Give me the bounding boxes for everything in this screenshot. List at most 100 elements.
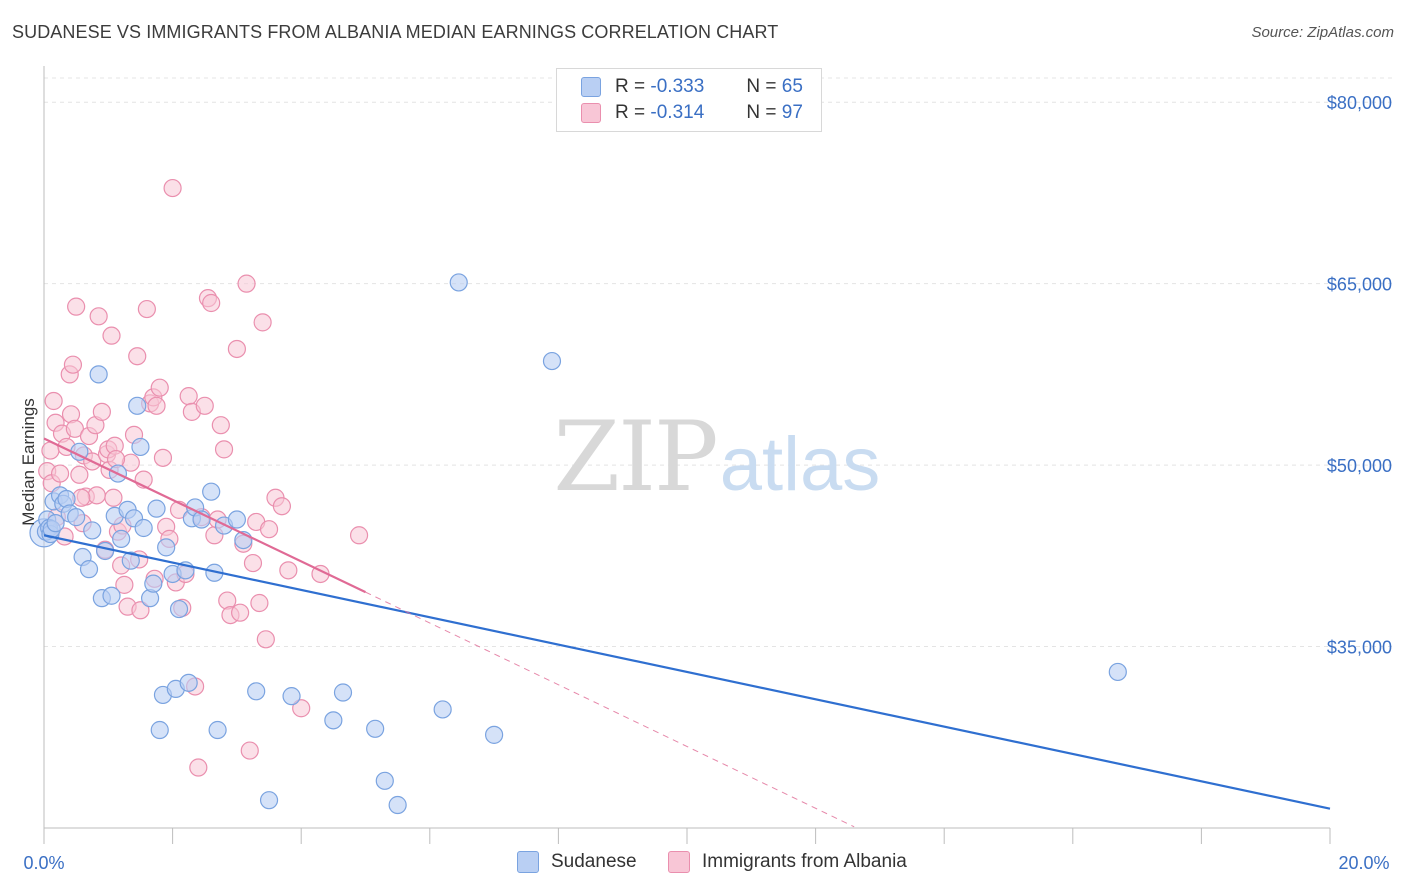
legend-n-value: 97 <box>781 102 803 123</box>
albania-trend-extension <box>365 591 855 828</box>
sudanese-point <box>247 682 266 701</box>
sudanese-point <box>147 499 166 518</box>
albania-point <box>214 440 234 459</box>
albania-point <box>256 630 275 649</box>
sudanese-point <box>485 725 504 744</box>
legend-item-albania[interactable]: Immigrants from Albania <box>668 851 907 873</box>
albania-point <box>195 396 214 415</box>
albania-point <box>202 293 221 313</box>
legend-r-label: R = <box>615 76 646 97</box>
albania-point <box>87 486 106 505</box>
sudanese-point <box>150 720 169 740</box>
y-axis-label: Median Earnings <box>19 398 38 526</box>
sudanese-point <box>102 586 121 605</box>
y-tick-label: $35,000 <box>1327 638 1392 658</box>
sudanese-point <box>1108 662 1127 682</box>
sudanese-point <box>388 795 407 815</box>
legend-n-label: N = <box>746 102 777 123</box>
albania-point <box>227 339 246 359</box>
sudanese-point <box>144 574 163 593</box>
legend-swatch-albania <box>581 103 601 123</box>
albania-point <box>70 465 89 484</box>
albania-point <box>243 553 263 573</box>
albania-point <box>253 313 272 332</box>
albania-point <box>63 355 83 374</box>
tick-labels: $35,000 $50,000 $65,000 $80,000 0.0% 20.0% <box>23 93 1392 873</box>
albania-point <box>67 297 86 316</box>
sudanese-trend-line <box>43 534 1331 810</box>
albania-point <box>240 741 259 760</box>
sudanese-point <box>282 687 301 706</box>
chart-title: SUDANESE VS IMMIGRANTS FROM ALBANIA MEDI… <box>12 22 779 42</box>
x-tick-label: 20.0% <box>1338 853 1389 873</box>
sudanese-point <box>128 396 147 415</box>
albania-point <box>65 419 84 438</box>
watermark-zip: ZIP <box>553 401 716 513</box>
sudanese-point <box>83 521 102 540</box>
sudanese-point <box>208 720 227 740</box>
sudanese-point <box>112 529 131 548</box>
sudanese-point <box>134 518 153 538</box>
sudanese-point <box>375 771 394 790</box>
legend-n-label: N = <box>746 76 777 97</box>
legend-swatch-sudanese <box>581 77 601 97</box>
albania-point <box>89 307 108 326</box>
sudanese-point <box>79 560 99 579</box>
albania-points <box>38 178 369 777</box>
sudanese-point <box>324 711 343 730</box>
albania-point <box>231 603 250 622</box>
legend-swatch-sudanese <box>517 851 539 873</box>
albania-point <box>250 593 269 613</box>
albania-point <box>179 387 198 406</box>
sudanese-point <box>227 510 246 529</box>
trend-lines <box>43 437 1331 828</box>
albania-point <box>102 326 121 345</box>
albania-point <box>163 178 182 198</box>
albania-point <box>150 378 169 397</box>
sudanese-point <box>366 719 385 738</box>
sudanese-point <box>259 791 279 810</box>
albania-point <box>131 601 150 620</box>
sudanese-point <box>449 273 468 292</box>
sudanese-point <box>333 683 353 702</box>
watermark: ZIP atlas <box>553 401 880 513</box>
albania-point <box>189 758 208 777</box>
albania-point <box>279 561 298 580</box>
legend-item-sudanese[interactable]: Sudanese <box>517 851 637 873</box>
albania-point <box>259 520 279 539</box>
albania-point <box>237 274 256 293</box>
albania-point <box>128 347 147 366</box>
legend-r-label: R = <box>615 102 646 123</box>
legend-row-albania: R = -0.314 N = 97 <box>581 100 803 126</box>
albania-point <box>92 402 111 421</box>
albania-point <box>272 497 292 516</box>
albania-point <box>115 575 134 594</box>
sudanese-point <box>202 482 221 501</box>
y-tick-label: $50,000 <box>1327 456 1392 476</box>
sudanese-point <box>169 599 189 619</box>
legend-r-value: -0.333 <box>650 76 705 97</box>
albania-point <box>50 464 70 483</box>
sudanese-point <box>95 541 115 561</box>
sudanese-point <box>542 351 562 371</box>
source-credit: Source: ZipAtlas.com <box>1251 24 1394 41</box>
legend-n-value: 65 <box>781 76 803 97</box>
series-legend: Sudanese Immigrants from Albania <box>0 851 1406 877</box>
legend-label-sudanese: Sudanese <box>551 851 637 872</box>
sudanese-point <box>67 508 86 527</box>
legend-r-value: -0.314 <box>650 102 705 123</box>
y-tick-label: $80,000 <box>1327 93 1392 113</box>
albania-point <box>153 448 173 467</box>
sudanese-point <box>121 551 140 570</box>
albania-point <box>147 396 166 415</box>
sudanese-point <box>157 538 176 557</box>
x-tick-label: 0.0% <box>23 853 64 873</box>
albania-point <box>44 391 63 411</box>
watermark-atlas: atlas <box>720 422 881 507</box>
albania-point <box>104 488 123 507</box>
sudanese-point <box>131 437 150 457</box>
y-tick-label: $65,000 <box>1327 275 1392 295</box>
albania-point <box>292 699 311 718</box>
legend-swatch-albania <box>668 851 690 873</box>
